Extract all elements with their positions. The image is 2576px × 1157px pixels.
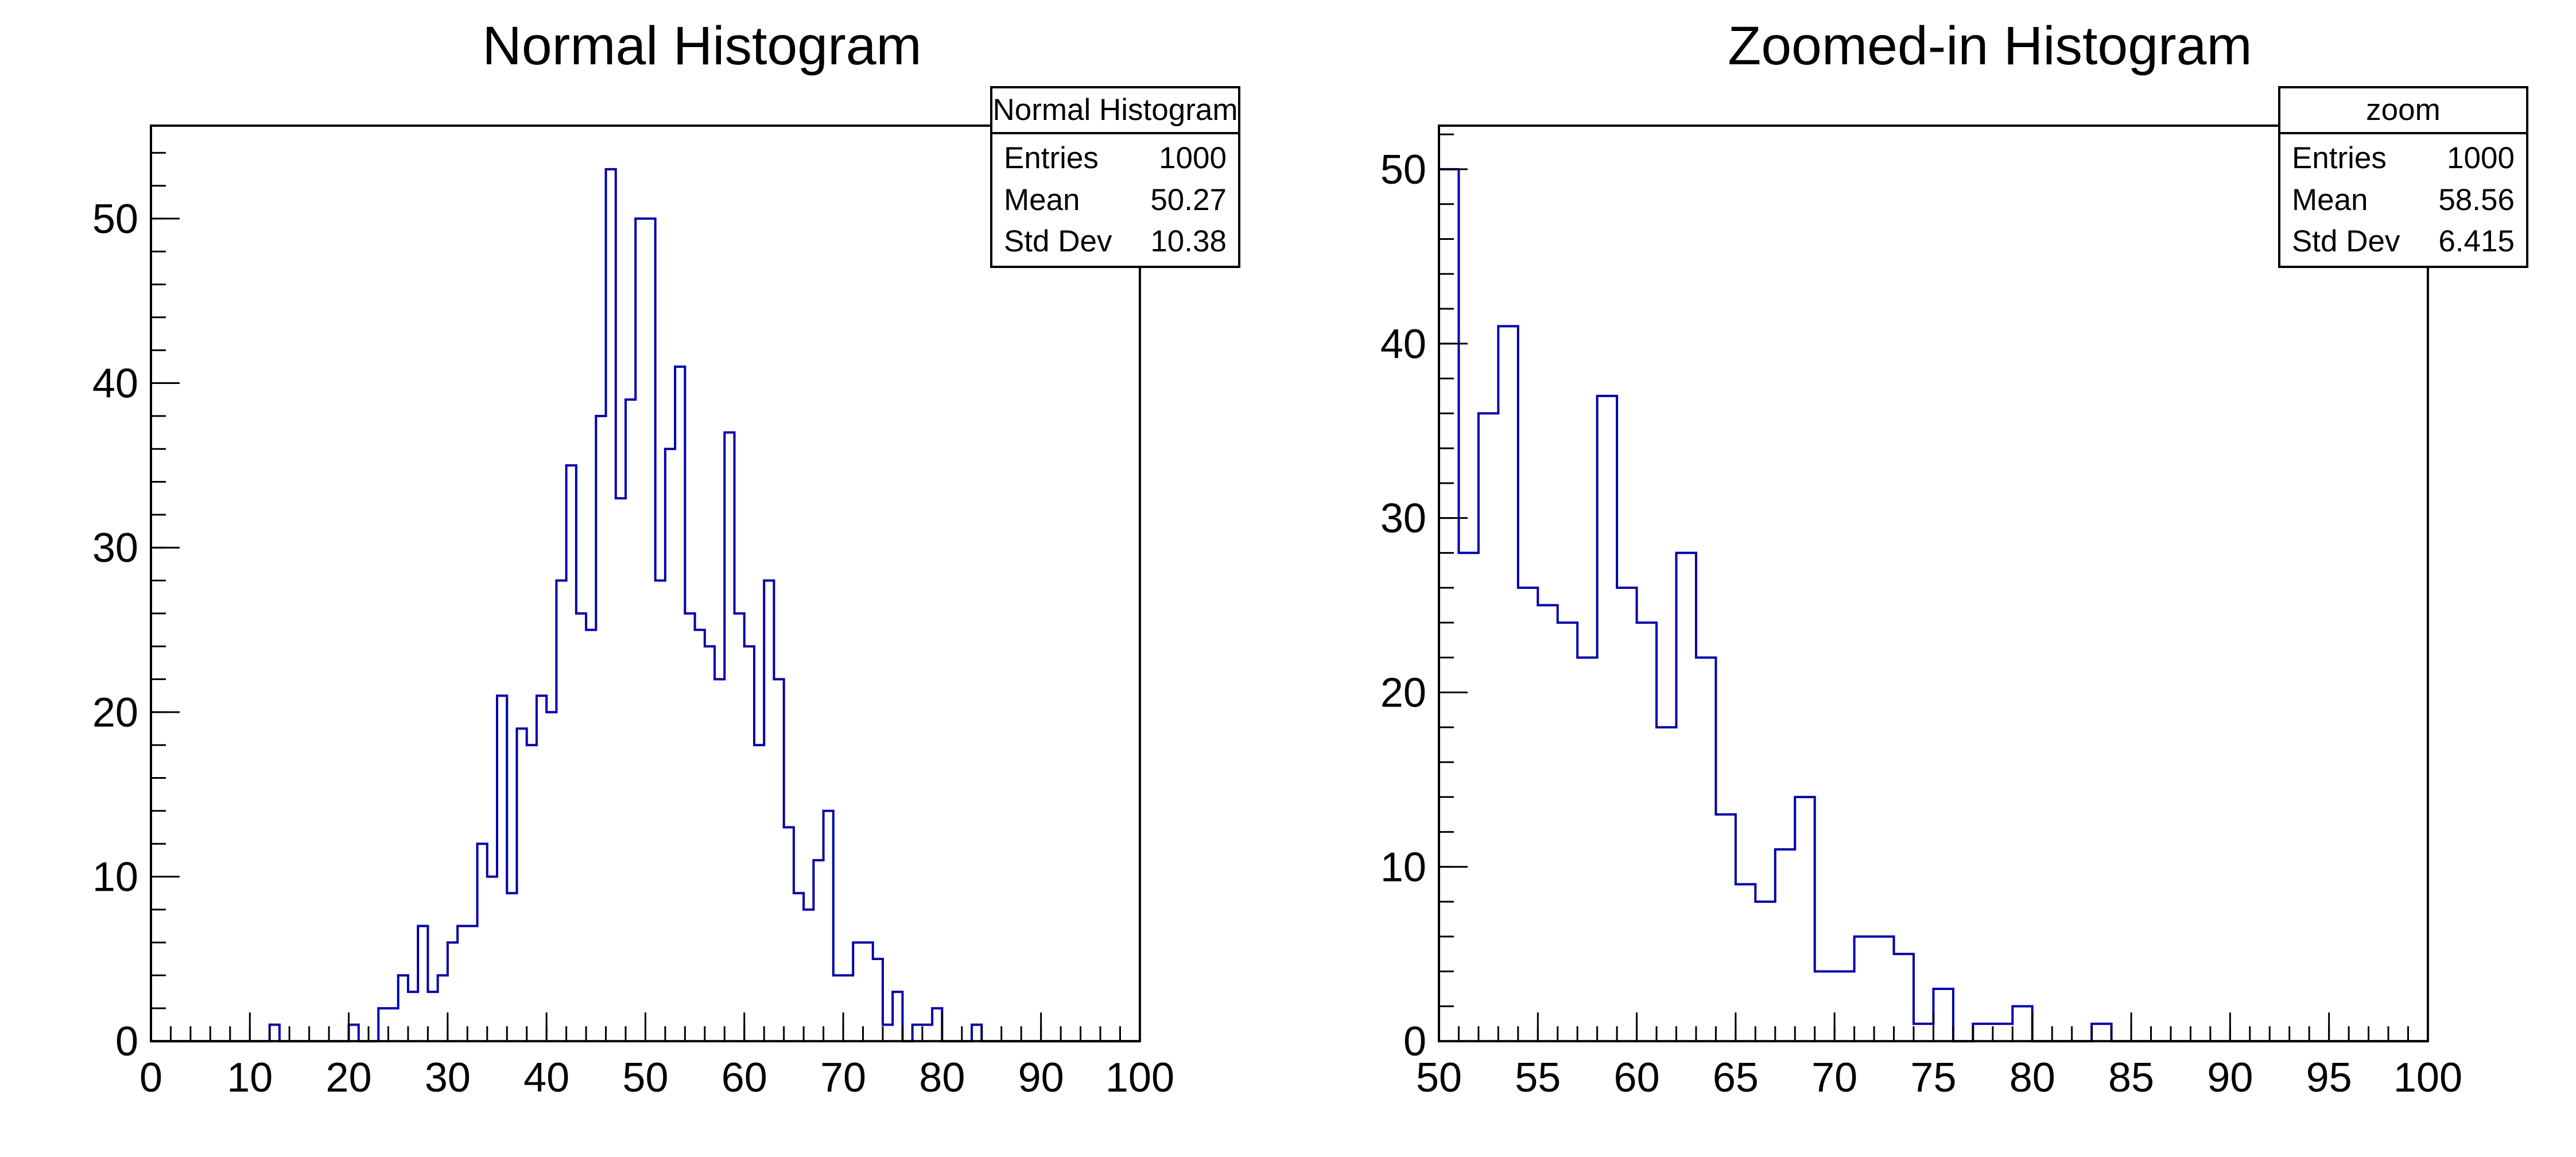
stats-row-stddev: Std Dev 10.38 [1004, 224, 1227, 259]
page-title: Normal Histogram [482, 15, 922, 76]
stats-row-mean: Mean 58.56 [2292, 183, 2515, 218]
x-tick-label: 60 [1614, 1055, 1660, 1101]
stats-box-title: zoom [2280, 88, 2526, 134]
x-tick-label: 75 [1910, 1055, 1956, 1101]
x-tick-label: 95 [2306, 1055, 2352, 1101]
x-tick-label: 80 [919, 1055, 965, 1101]
x-tick-label: 90 [1018, 1055, 1064, 1101]
stats-box: Normal Histogram Entries 1000 Mean 50.27… [990, 86, 1240, 268]
stats-value: 50.27 [1150, 183, 1227, 217]
stats-label: Std Dev [1003, 224, 1112, 259]
stats-value: 10.38 [1150, 224, 1227, 259]
right-panel: Zoomed-in Histogram 50 55 60 65 70 75 80 85 90 95… [1288, 0, 2576, 1157]
y-tick-label: 40 [1380, 321, 1426, 367]
x-tick-label: 30 [425, 1055, 471, 1101]
y-tick-label: 0 [115, 1019, 138, 1065]
page-title: Zoomed-in Histogram [1728, 15, 2252, 76]
x-tick-label: 65 [1713, 1055, 1759, 1101]
stats-value: 6.415 [2438, 224, 2515, 259]
stats-label: Mean [2291, 183, 2368, 217]
y-tick-label: 30 [92, 525, 138, 571]
stats-row-entries: Entries 1000 [1004, 141, 1227, 176]
stats-label: Std Dev [2291, 224, 2400, 259]
x-tick-label: 60 [721, 1055, 767, 1101]
x-tick-label: 80 [2009, 1055, 2055, 1101]
stats-label: Entries [1003, 141, 1099, 176]
x-tick-label: 100 [2393, 1055, 2462, 1101]
y-tick-label: 50 [1380, 147, 1426, 193]
histogram-line [1437, 168, 2428, 1043]
histogram-line [150, 168, 1140, 1043]
y-tick-label: 20 [1380, 670, 1426, 716]
stats-rows: Entries 1000 Mean 50.27 Std Dev 10.38 [992, 134, 1238, 266]
x-tick-label: 0 [139, 1055, 162, 1101]
y-tick-label: 50 [92, 196, 138, 242]
y-tick-label: 30 [1380, 496, 1426, 542]
left-panel: Normal Histogram 0 10 20 30 40 50 60 70 80 90 100 0… [92, 15, 1240, 1101]
x-tick-label: 40 [523, 1055, 569, 1101]
x-tick-label: 50 [1416, 1055, 1462, 1101]
histogram-plot-normal: 0 10 20 30 40 50 60 70 80 90 100 0 10 20 30 40 50 [92, 124, 1174, 1101]
x-tick-label: 100 [1105, 1055, 1174, 1101]
x-tick-label: 90 [2207, 1055, 2253, 1101]
x-tick-label: 55 [1515, 1055, 1561, 1101]
stats-label: Entries [2291, 141, 2387, 176]
x-tick-label: 10 [227, 1055, 273, 1101]
x-tick-label: 70 [820, 1055, 866, 1101]
stats-row-stddev: Std Dev 6.415 [2292, 224, 2515, 259]
stats-box-title: Normal Histogram [992, 88, 1238, 134]
x-tick-label: 70 [1811, 1055, 1857, 1101]
stats-label: Mean [1003, 183, 1080, 217]
stats-box: zoom Entries 1000 Mean 58.56 Std Dev 6.4… [2278, 86, 2528, 268]
y-tick-label: 40 [92, 361, 138, 407]
stats-rows: Entries 1000 Mean 58.56 Std Dev 6.415 [2280, 134, 2526, 266]
y-tick-label: 10 [1380, 844, 1426, 890]
y-tick-label: 20 [92, 690, 138, 736]
histogram-plot-zoom: 50 55 60 65 70 75 80 85 90 95 100 0 10 20 30 40 50 [1380, 124, 2462, 1101]
stats-row-entries: Entries 1000 [2292, 141, 2515, 176]
y-tick-label: 10 [92, 855, 138, 900]
stats-value: 1000 [1159, 141, 1227, 176]
y-tick-label: 0 [1403, 1019, 1426, 1065]
stats-value: 58.56 [2438, 183, 2515, 217]
x-tick-label: 20 [326, 1055, 372, 1101]
x-tick-label: 85 [2108, 1055, 2154, 1101]
x-tick-label: 50 [622, 1055, 668, 1101]
stats-value: 1000 [2447, 141, 2515, 176]
stats-row-mean: Mean 50.27 [1004, 183, 1227, 218]
